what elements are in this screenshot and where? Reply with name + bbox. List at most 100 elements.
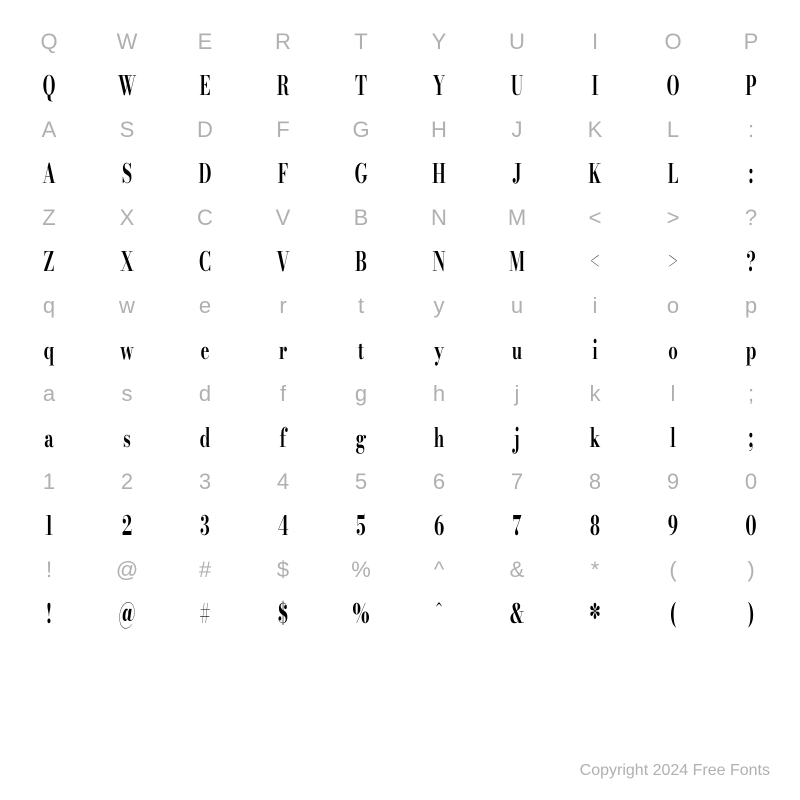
glyph-cell: < [570,240,621,284]
label-cell: u [478,284,556,328]
glyph-cell: w [102,328,153,372]
label-cell: k [556,372,634,416]
glyph-cell: ? [726,240,777,284]
label-row: asdfghjkl; [10,372,790,416]
label-cell: 8 [556,460,634,504]
label-cell: ? [712,196,790,240]
glyph-cell: J [492,152,543,196]
label-cell: ) [712,548,790,592]
label-cell: S [88,108,166,152]
label-cell: H [400,108,478,152]
glyph-cell: D [180,152,231,196]
label-cell: X [88,196,166,240]
label-cell: 0 [712,460,790,504]
label-cell: e [166,284,244,328]
label-cell: Q [10,20,88,64]
label-cell: F [244,108,322,152]
glyph-cell: 8 [570,504,621,548]
glyph-row: 1234567890 [10,504,790,548]
label-cell: a [10,372,88,416]
glyph-cell: a [24,416,75,460]
glyph-cell: j [492,416,543,460]
glyph-cell: g [336,416,387,460]
label-cell: % [322,548,400,592]
label-cell: 4 [244,460,322,504]
glyph-cell: I [570,64,621,108]
label-cell: d [166,372,244,416]
label-cell: o [634,284,712,328]
label-cell: E [166,20,244,64]
label-cell: $ [244,548,322,592]
label-cell: : [712,108,790,152]
label-cell: * [556,548,634,592]
glyph-cell: A [24,152,75,196]
label-cell: 5 [322,460,400,504]
glyph-cell: M [492,240,543,284]
glyph-cell: W [102,64,153,108]
glyph-cell: @ [102,592,153,636]
glyph-cell: V [258,240,309,284]
label-cell: 2 [88,460,166,504]
glyph-cell: k [570,416,621,460]
glyph-cell: O [648,64,699,108]
glyph-cell: 7 [492,504,543,548]
label-cell: ! [10,548,88,592]
glyph-cell: K [570,152,621,196]
glyph-cell: T [336,64,387,108]
glyph-cell: t [336,328,387,372]
glyph-row: ASDFGHJKL: [10,152,790,196]
glyph-cell: L [648,152,699,196]
label-cell: I [556,20,634,64]
glyph-cell: # [180,592,231,636]
label-cell: Z [10,196,88,240]
glyph-cell: p [726,328,777,372]
glyph-row: !@#$%^&*() [10,592,790,636]
glyph-cell: l [648,416,699,460]
glyph-cell: i [570,328,621,372]
glyph-cell: 5 [336,504,387,548]
glyph-cell: ; [726,416,777,460]
label-cell: # [166,548,244,592]
label-cell: N [400,196,478,240]
glyph-cell: e [180,328,231,372]
glyph-cell: % [336,592,387,636]
label-cell: r [244,284,322,328]
glyph-cell: N [414,240,465,284]
glyph-cell: G [336,152,387,196]
label-cell: l [634,372,712,416]
glyph-cell: q [24,328,75,372]
label-cell: R [244,20,322,64]
glyph-row: ZXCVBNM<>? [10,240,790,284]
label-cell: D [166,108,244,152]
glyph-cell: 6 [414,504,465,548]
label-cell: L [634,108,712,152]
label-row: 1234567890 [10,460,790,504]
glyph-cell: U [492,64,543,108]
label-cell: y [400,284,478,328]
label-cell: ( [634,548,712,592]
glyph-cell: C [180,240,231,284]
glyph-cell: y [414,328,465,372]
label-cell: q [10,284,88,328]
label-cell: J [478,108,556,152]
glyph-row: QWERTYUIOP [10,64,790,108]
glyph-cell: P [726,64,777,108]
label-cell: h [400,372,478,416]
glyph-cell: Z [24,240,75,284]
label-cell: M [478,196,556,240]
label-cell: A [10,108,88,152]
glyph-cell: f [258,416,309,460]
glyph-cell: 0 [726,504,777,548]
glyph-cell: F [258,152,309,196]
label-cell: B [322,196,400,240]
label-row: qwertyuiop [10,284,790,328]
label-cell: g [322,372,400,416]
glyph-cell: Q [24,64,75,108]
label-cell: 6 [400,460,478,504]
label-cell: w [88,284,166,328]
glyph-cell: r [258,328,309,372]
label-cell: K [556,108,634,152]
label-cell: W [88,20,166,64]
label-cell: ; [712,372,790,416]
label-cell: @ [88,548,166,592]
